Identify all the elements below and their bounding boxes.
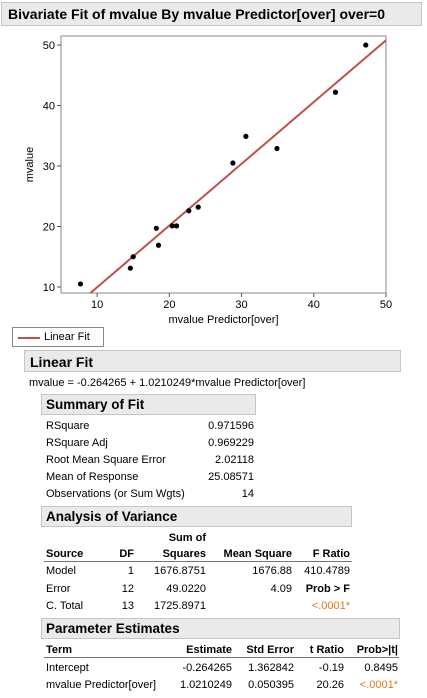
linear-fit-title: Linear Fit	[30, 354, 94, 370]
pe-col-term: Term	[46, 644, 73, 656]
x-tick-label: 30	[235, 299, 247, 311]
plot-frame	[60, 35, 387, 294]
pe-estimate: 1.0210249	[180, 679, 232, 691]
linear-fit-header[interactable]: Linear Fit	[24, 350, 401, 372]
y-tick-label: 30	[43, 161, 55, 173]
pe-p: 0.8495	[364, 662, 398, 674]
y-tick-label: 50	[43, 40, 55, 52]
pe-col-p: Prob>|t|	[356, 644, 398, 656]
pe-term: Intercept	[46, 662, 89, 674]
y-tick-label: 10	[43, 282, 55, 294]
anova-ms: 4.09	[270, 583, 292, 595]
anova-ss: 1676.8751	[154, 565, 206, 577]
pe-term: mvalue Predictor[over]	[46, 679, 157, 691]
anova-source: Error	[46, 583, 71, 595]
legend-line-swatch	[18, 337, 40, 339]
legend-label: Linear Fit	[44, 331, 90, 343]
summary-label: RSquare	[46, 420, 90, 432]
pe-col-stderr: Std Error	[246, 644, 294, 656]
summary-label: Mean of Response	[46, 471, 139, 483]
anova-df: 12	[121, 583, 134, 595]
fit-equation: mvalue = -0.264265 + 1.0210249*mvalue Pr…	[29, 377, 306, 389]
anova-header[interactable]: Analysis of Variance	[41, 506, 352, 527]
parameter-estimates-header[interactable]: Parameter Estimates	[41, 618, 400, 639]
report-header[interactable]: Bivariate Fit of mvalue By mvalue Predic…	[1, 2, 422, 26]
bivariate-chart: 10 20 30 40 50 10 20 30 40 50 mvalue Predictor[ove…	[24, 35, 392, 326]
anova-source: C. Total	[46, 600, 84, 612]
data-point	[332, 89, 339, 95]
data-point	[243, 133, 249, 139]
x-tick-label: 20	[163, 299, 175, 311]
data-point	[274, 145, 280, 152]
data-point	[155, 242, 162, 248]
pe-t: -0.19	[318, 662, 344, 674]
pe-t: 20.26	[316, 679, 344, 691]
summary-label: Root Mean Square Error	[46, 454, 166, 466]
data-point	[77, 281, 84, 287]
summary-of-fit-header[interactable]: Summary of Fit	[41, 394, 256, 415]
data-point	[169, 223, 175, 229]
summary-label: Observations (or Sum Wgts)	[46, 488, 185, 500]
pe-col-t: t Ratio	[309, 644, 344, 656]
pe-estimate: -0.264265	[182, 662, 232, 674]
x-tick-label: 40	[308, 299, 320, 311]
y-axis-label: mvalue	[24, 147, 36, 182]
data-point	[195, 204, 201, 210]
report-title: Bivariate Fit of mvalue By mvalue Predic…	[8, 6, 385, 22]
summary-value: 2.02118	[215, 454, 254, 466]
data-point	[363, 42, 369, 48]
pe-col-estimate: Estimate	[186, 644, 232, 656]
pe-stderr: 1.362842	[248, 662, 294, 674]
anova-title: Analysis of Variance	[46, 509, 178, 524]
anova-prob-label: Prob > F	[305, 583, 350, 595]
anova-ss: 1725.8971	[154, 600, 206, 612]
anova-col-source: Source	[46, 548, 84, 560]
fit-line	[89, 39, 387, 294]
pe-p: <.0001*	[359, 679, 398, 691]
anova-df: 1	[127, 565, 134, 577]
summary-value: 14	[241, 488, 254, 500]
anova-col-ms: Mean Square	[223, 548, 292, 560]
anova-col-ss-top: Sum of	[168, 532, 206, 544]
data-point	[153, 225, 159, 231]
summary-value: 25.08571	[208, 471, 254, 483]
anova-col-df: DF	[119, 548, 134, 560]
x-tick-label: 10	[91, 299, 103, 311]
pe-header-rule	[44, 657, 399, 658]
summary-value: 0.969229	[208, 437, 254, 449]
summary-of-fit-title: Summary of Fit	[46, 397, 145, 412]
anova-ms: 1676.88	[252, 565, 292, 577]
anova-col-f: F Ratio	[312, 548, 350, 560]
data-point	[173, 223, 180, 229]
data-point	[127, 265, 133, 271]
summary-value: 0.971596	[208, 420, 254, 432]
x-tick-label: 50	[380, 299, 392, 311]
y-tick-label: 20	[43, 221, 55, 233]
data-point	[186, 208, 192, 214]
legend: Linear Fit	[12, 327, 104, 347]
anova-df: 13	[121, 600, 134, 612]
data-point	[130, 254, 136, 260]
anova-col-ss: Squares	[162, 548, 206, 560]
anova-ss: 49.0220	[166, 583, 206, 595]
anova-source: Model	[46, 565, 76, 577]
y-tick-label: 40	[43, 101, 55, 113]
data-point	[230, 160, 236, 166]
parameter-estimates-title: Parameter Estimates	[46, 621, 180, 636]
anova-prob-value: <.0001*	[311, 600, 350, 612]
pe-stderr: 0.050395	[248, 679, 294, 691]
x-axis-label: mvalue Predictor[over]	[168, 314, 278, 326]
anova-header-rule	[44, 561, 352, 562]
summary-label: RSquare Adj	[46, 437, 108, 449]
anova-f: 410.4789	[304, 565, 350, 577]
